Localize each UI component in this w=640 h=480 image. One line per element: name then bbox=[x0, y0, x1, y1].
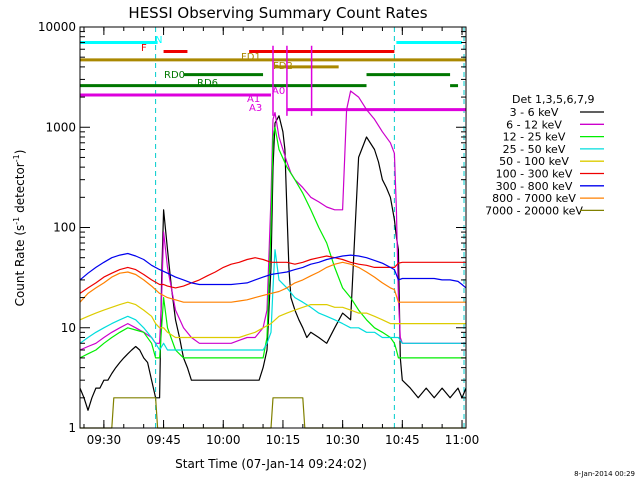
series-line-7 bbox=[79, 261, 466, 303]
legend-label-5: 100 - 300 keV bbox=[496, 168, 573, 181]
y-tick-label-4: 10000 bbox=[38, 20, 76, 34]
legend-label-4: 50 - 100 keV bbox=[499, 155, 569, 168]
series-line-0 bbox=[79, 115, 467, 411]
x-tick-label-4: 10:30 bbox=[325, 433, 360, 447]
series-line-5 bbox=[79, 255, 466, 294]
footer-timestamp: 8-Jan-2014 00:29 bbox=[574, 470, 635, 478]
axes: 09:30 09:45 10:00 10:15 10:30 10:45 11:00 1 10 10… bbox=[38, 20, 480, 447]
legend-label-6: 300 - 800 keV bbox=[496, 180, 573, 193]
legend-label-8: 7000 - 20000 keV bbox=[485, 204, 583, 217]
series-line-1 bbox=[79, 90, 466, 351]
flag-label-fd2: FD2 bbox=[273, 61, 293, 72]
chart-title: HESSI Observing Summary Count Rates bbox=[128, 4, 427, 22]
y-tick-label-1: 10 bbox=[61, 321, 76, 335]
x-axis-label: Start Time (07-Jan-14 09:24:02) bbox=[175, 457, 367, 471]
y-label-sup-1: -1 bbox=[12, 217, 21, 225]
flag-label-fd1: FD1 bbox=[241, 52, 261, 63]
y-label-part-1: Count Rate (s bbox=[13, 225, 27, 307]
legend-label-0: 3 - 6 keV bbox=[510, 106, 559, 119]
y-label-part-3: ) bbox=[13, 150, 27, 155]
flag-label-f: F bbox=[141, 43, 147, 54]
x-tick-label-3: 10:15 bbox=[266, 433, 301, 447]
x-tick-label-6: 11:00 bbox=[445, 433, 480, 447]
x-tick-label-5: 10:45 bbox=[385, 433, 420, 447]
flag-label-a3: A3 bbox=[249, 103, 262, 114]
flag-label-rd0: RD0 bbox=[164, 70, 185, 81]
flag-label-rd6: RD6 bbox=[197, 78, 218, 89]
x-tick-label-1: 09:45 bbox=[146, 433, 181, 447]
x-tick-label-0: 09:30 bbox=[87, 433, 122, 447]
x-tick-label-2: 10:00 bbox=[206, 433, 241, 447]
series-lines bbox=[79, 90, 467, 429]
legend-label-2: 12 - 25 keV bbox=[503, 131, 566, 144]
y-tick-label-0: 1 bbox=[68, 421, 76, 435]
series-line-6 bbox=[79, 252, 467, 289]
y-tick-label-3: 1000 bbox=[45, 120, 76, 134]
flag-label-a1: A1 bbox=[247, 94, 260, 105]
legend-label-1: 6 - 12 keV bbox=[506, 118, 562, 131]
series-line-3 bbox=[79, 249, 466, 351]
y-label-part-2: detector bbox=[13, 162, 27, 217]
flag-label-a0: A0 bbox=[272, 86, 285, 97]
series-line-8 bbox=[80, 397, 466, 429]
legend-label-3: 25 - 50 keV bbox=[503, 143, 566, 156]
flag-label-n: N bbox=[155, 35, 162, 46]
legend-label-7: 800 - 7000 keV bbox=[492, 192, 576, 205]
y-label-sup-2: -1 bbox=[12, 154, 21, 162]
y-axis-label: Count Rate (s-1 detector-1) bbox=[12, 150, 27, 307]
legend-title: Det 1,3,5,6,7,9 bbox=[512, 93, 595, 106]
series-line-4 bbox=[79, 301, 466, 339]
y-tick-label-2: 100 bbox=[53, 221, 76, 235]
series-line-2 bbox=[79, 126, 466, 359]
